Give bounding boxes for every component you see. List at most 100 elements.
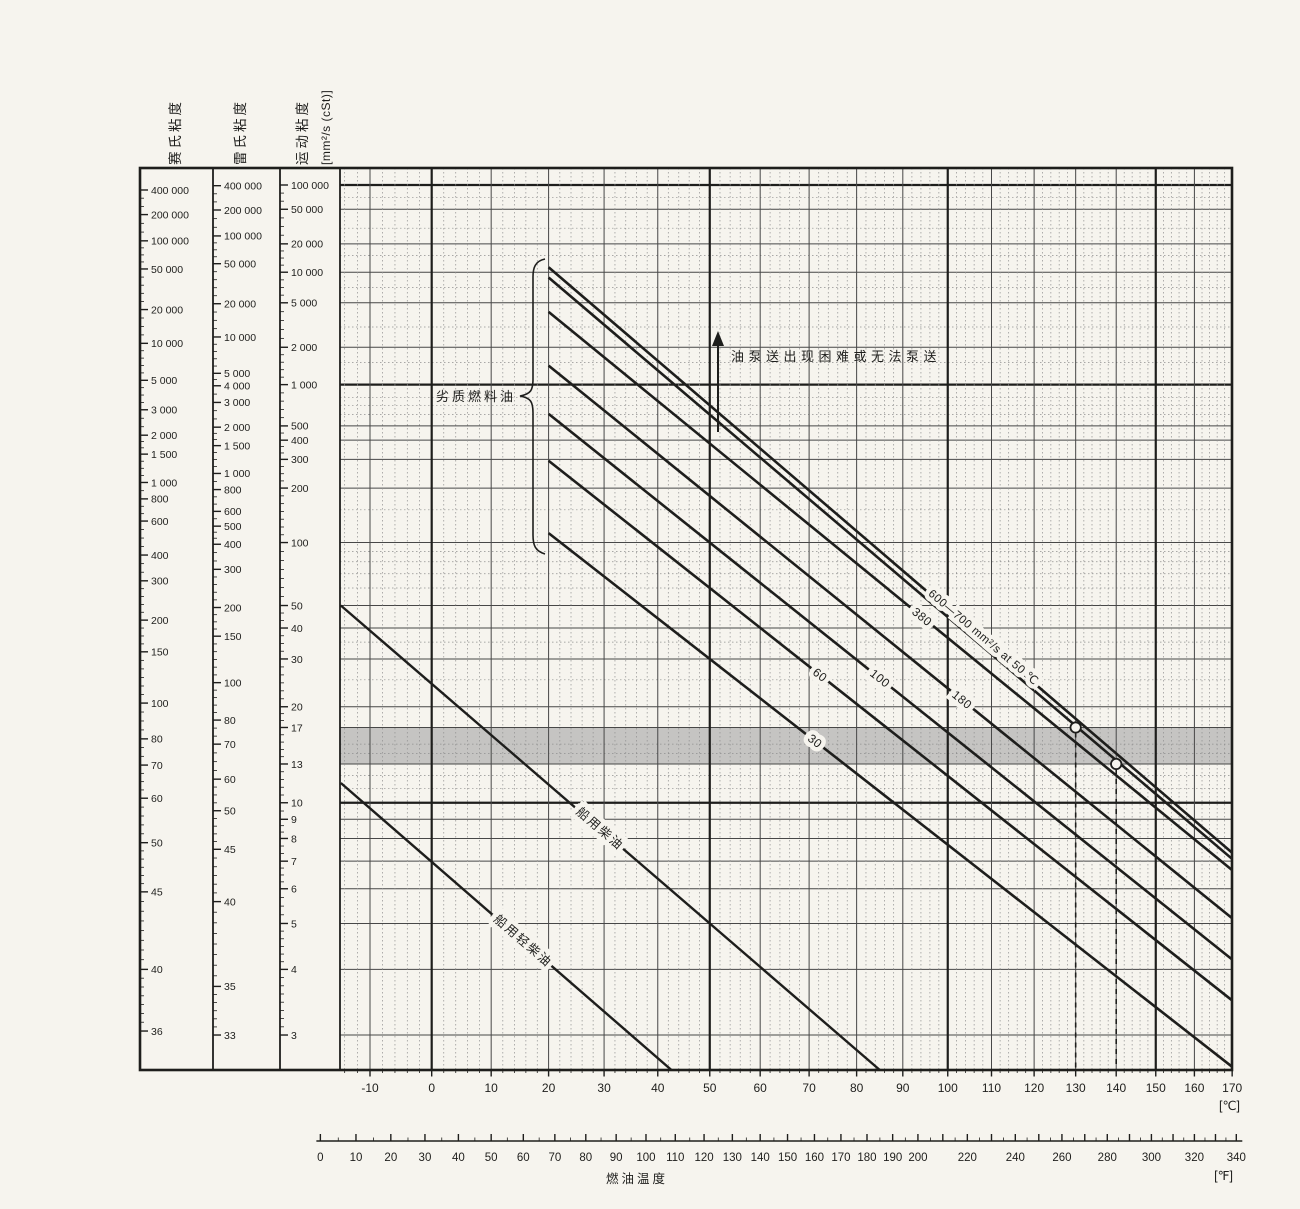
saybolt-scale-tick-label: 600 — [151, 516, 169, 528]
horizontal-gridlines — [340, 183, 1232, 1036]
kinematic-scale-tick-label: 6 — [291, 884, 297, 896]
fahrenheit-tick-label: 40 — [452, 1152, 465, 1164]
celsius-tick-label: 140 — [1106, 1081, 1126, 1095]
saybolt-scale-tick-label: 3 000 — [151, 405, 177, 417]
saybolt-scale-tick-label: 60 — [151, 793, 163, 805]
diesel-line — [340, 604, 881, 1071]
redwood-scale-tick-label: 45 — [224, 844, 236, 856]
fahrenheit-tick-label: 280 — [1098, 1152, 1117, 1164]
redwood-scale-tick-label: 100 000 — [224, 231, 262, 243]
kinematic-scale-tick-label: 5 000 — [291, 298, 317, 310]
celsius-tick-label: 40 — [651, 1081, 665, 1095]
saybolt-scale-tick-label: 200 000 — [151, 209, 189, 221]
celsius-tick-label: 130 — [1066, 1081, 1086, 1095]
kinematic-scale-tick-label: 30 — [291, 654, 303, 666]
celsius-tick-label: 90 — [896, 1081, 910, 1095]
fahrenheit-tick-label: 140 — [751, 1152, 770, 1164]
fahrenheit-tick-label: 90 — [610, 1152, 623, 1164]
redwood-scale-tick-label: 33 — [224, 1030, 236, 1042]
saybolt-scale-tick-label: 2 000 — [151, 430, 177, 442]
kinematic-scale-tick-label: 1 000 — [291, 379, 317, 391]
kinematic-scale-tick-label: 50 — [291, 600, 303, 612]
chart-frame — [138, 166, 1234, 1072]
kinematic-scale-tick-label: 100 000 — [291, 180, 329, 192]
celsius-tick-label: -10 — [361, 1081, 379, 1095]
fuel-line-100 — [547, 412, 1233, 961]
redwood-scale-tick-label: 40 — [224, 896, 236, 908]
redwood-scale-tick-label: 60 — [224, 774, 236, 786]
saybolt-scale-tick-label: 100 — [151, 698, 169, 710]
saybolt-scale-tick-label: 200 — [151, 615, 169, 627]
fahrenheit-tick-label: 80 — [579, 1152, 592, 1164]
vertical-gridlines — [344, 168, 1233, 1070]
fahrenheit-tick-label: 340 — [1227, 1152, 1246, 1164]
redwood-scale: 400 000 200 000 100 000 50 000 20 000 10 000 5… — [213, 180, 262, 1042]
kinematic-scale-tick-label: 400 — [291, 435, 309, 447]
heavy-fuel-lines — [547, 266, 1233, 1068]
redwood-scale-tick-label: 50 — [224, 806, 236, 818]
redwood-scale-header: 雷氏粘度 — [233, 99, 248, 165]
saybolt-scale-header: 赛氏粘度 — [168, 99, 183, 165]
saybolt-scale-tick-label: 1 000 — [151, 477, 177, 489]
axis-title-fuel-temperature: 燃油温度 — [606, 1171, 668, 1186]
guide-point-130c — [1069, 721, 1082, 734]
kinematic-scale-tick-label: 500 — [291, 421, 309, 433]
celsius-tick-label: 80 — [850, 1081, 864, 1095]
celsius-axis: -10 0 10 20 30 40 50 60 70 80 90 100 110 120 130 140 150… — [344, 1070, 1242, 1113]
fahrenheit-unit: [℉] — [1214, 1169, 1233, 1183]
fahrenheit-tick-label: 160 — [805, 1152, 824, 1164]
fahrenheit-tick-label: 180 — [857, 1152, 876, 1164]
celsius-unit: [℃] — [1219, 1099, 1240, 1113]
redwood-scale-tick-label: 5 000 — [224, 368, 250, 380]
redwood-scale-tick-label: 3 000 — [224, 397, 250, 409]
fahrenheit-tick-label: 240 — [1006, 1152, 1025, 1164]
kinematic-scale-tick-label: 17 — [291, 722, 303, 734]
celsius-tick-label: 30 — [597, 1081, 611, 1095]
saybolt-scale-tick-label: 400 000 — [151, 185, 189, 197]
fuel-line-30 — [547, 532, 1233, 1068]
saybolt-scale-tick-label: 20 000 — [151, 304, 183, 316]
kinematic-scale-tick-label: 5 — [291, 918, 297, 930]
saybolt-scale-tick-label: 50 000 — [151, 264, 183, 276]
fahrenheit-tick-label: 190 — [883, 1152, 902, 1164]
saybolt-scale-tick-label: 400 — [151, 550, 169, 562]
redwood-scale-tick-label: 150 — [224, 631, 242, 643]
fahrenheit-tick-label: 200 — [908, 1152, 927, 1164]
saybolt-scale-tick-label: 1 500 — [151, 449, 177, 461]
scale-headers: 赛氏粘度 雷氏粘度 运动粘度 [mm²/s (cSt)] — [168, 90, 333, 165]
fahrenheit-tick-label: 20 — [384, 1152, 397, 1164]
kinematic-scale-tick-label: 10 000 — [291, 267, 323, 279]
redwood-scale-tick-label: 50 000 — [224, 258, 256, 270]
redwood-scale-tick-label: 4 000 — [224, 381, 250, 393]
redwood-scale-tick-label: 400 000 — [224, 180, 262, 192]
poor-fuel-brace — [519, 258, 546, 555]
kinematic-scale-header: 运动粘度 — [295, 99, 310, 165]
heating-guides — [1069, 721, 1123, 1070]
annotations: 劣质燃料油 油泵送出现困难或无法泵送 — [436, 258, 941, 555]
celsius-tick-label: 170 — [1222, 1081, 1242, 1095]
fahrenheit-tick-label: 320 — [1185, 1152, 1204, 1164]
saybolt-scale-tick-label: 70 — [151, 760, 163, 772]
kinematic-scale-tick-label: 13 — [291, 759, 303, 771]
diesel-lines — [340, 604, 881, 1071]
redwood-scale-tick-label: 2 000 — [224, 422, 250, 434]
kinematic-scale: 100 000 50 000 20 000 10 000 5 000 2 000 1 000… — [280, 180, 329, 1042]
saybolt-scale-tick-label: 300 — [151, 576, 169, 588]
redwood-scale-tick-label: 1 000 — [224, 468, 250, 480]
fuel-line-60 — [547, 459, 1233, 1002]
diesel-line-label-0: 船用柴油 — [573, 805, 626, 853]
kinematic-scale-tick-label: 200 — [291, 483, 309, 495]
kinematic-scale-tick-label: 3 — [291, 1030, 297, 1042]
fahrenheit-tick-label: 0 — [317, 1152, 323, 1164]
celsius-tick-label: 70 — [802, 1081, 816, 1095]
pumping-limit-label: 油泵送出现困难或无法泵送 — [731, 349, 941, 364]
saybolt-scale-tick-label: 150 — [151, 647, 169, 659]
diesel-line-label-1: 船用轻柴油 — [491, 912, 555, 970]
fahrenheit-tick-label: 50 — [485, 1152, 498, 1164]
redwood-scale-tick-label: 200 — [224, 602, 242, 614]
fahrenheit-tick-label: 60 — [517, 1152, 530, 1164]
fahrenheit-tick-label: 110 — [666, 1152, 684, 1164]
fahrenheit-tick-label: 300 — [1142, 1152, 1161, 1164]
